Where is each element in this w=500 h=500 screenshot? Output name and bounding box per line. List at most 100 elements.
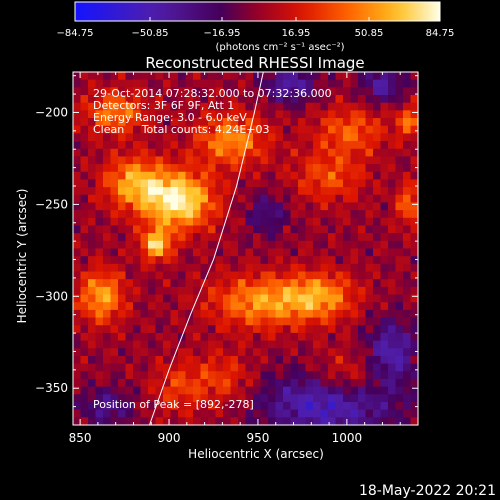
heatmap-cell	[163, 348, 172, 357]
heatmap-cell	[193, 394, 202, 403]
heatmap-cell	[118, 248, 127, 257]
heatmap-cell	[365, 171, 374, 181]
heatmap-cell	[320, 156, 329, 165]
heatmap-cell	[290, 363, 299, 372]
x-axis-label: Heliocentric X (arcsec)	[188, 447, 324, 461]
heatmap-cell	[358, 179, 367, 188]
heatmap-cell	[313, 371, 322, 380]
heatmap-cell	[328, 187, 337, 196]
heatmap-cell	[410, 394, 419, 403]
heatmap-cell	[163, 225, 172, 234]
heatmap-cell	[350, 110, 359, 119]
heatmap-cell	[148, 164, 157, 173]
heatmap-cell	[103, 194, 112, 204]
x-tick-label: 1000	[332, 431, 363, 445]
heatmap-cell	[373, 110, 382, 119]
heatmap-cell	[155, 202, 164, 211]
heatmap-cell	[358, 355, 367, 365]
heatmap-cell	[223, 202, 232, 211]
heatmap-cell	[358, 302, 367, 311]
heatmap-cell	[118, 164, 127, 173]
heatmap-cell	[163, 332, 172, 342]
heatmap-cell	[380, 332, 389, 342]
heatmap-cell	[298, 332, 307, 342]
heatmap-cell	[313, 118, 322, 127]
heatmap-cell	[118, 371, 127, 380]
heatmap-cell	[313, 248, 322, 257]
heatmap-cell	[133, 118, 142, 127]
heatmap-cell	[320, 102, 329, 111]
heatmap-cell	[125, 271, 134, 280]
heatmap-cell	[200, 194, 209, 204]
heatmap-cell	[230, 417, 239, 426]
heatmap-cell	[403, 401, 412, 411]
heatmap-cell	[230, 317, 239, 326]
heatmap-cell	[208, 317, 217, 326]
heatmap-cell	[223, 156, 232, 165]
heatmap-cell	[118, 355, 127, 365]
heatmap-cell	[80, 271, 89, 280]
heatmap-cell	[388, 217, 397, 227]
heatmap-cell	[125, 348, 134, 357]
heatmap-cell	[215, 148, 224, 158]
heatmap-cell	[298, 72, 307, 81]
heatmap-cell	[200, 148, 209, 158]
heatmap-cell	[343, 317, 352, 326]
heatmap-cell	[388, 394, 397, 403]
heatmap-cell	[103, 394, 112, 403]
heatmap-cell	[395, 164, 404, 173]
heatmap-cell	[358, 87, 367, 96]
heatmap-cell	[88, 371, 97, 380]
heatmap-cell	[133, 210, 142, 219]
heatmap-cell	[320, 233, 329, 242]
heatmap-cell	[410, 332, 419, 342]
heatmap-cell	[200, 202, 209, 211]
heatmap-cell	[223, 179, 232, 188]
heatmap-cell	[200, 233, 209, 242]
heatmap-cell	[343, 363, 352, 372]
heatmap-cell	[305, 332, 314, 342]
heatmap-cell	[223, 363, 232, 372]
heatmap-cell	[343, 248, 352, 257]
heatmap-cell	[148, 417, 157, 426]
heatmap-cell	[260, 417, 269, 426]
heatmap-cell	[125, 256, 134, 265]
heatmap-cell	[133, 133, 142, 142]
heatmap-cell	[388, 233, 397, 242]
heatmap-cell	[313, 194, 322, 204]
heatmap-cell	[185, 286, 194, 296]
heatmap-cell	[80, 325, 89, 334]
heatmap-cell	[125, 110, 134, 119]
heatmap-cell	[73, 409, 82, 418]
heatmap-cell	[373, 363, 382, 372]
heatmap-cell	[245, 210, 254, 219]
heatmap-cell	[283, 340, 292, 349]
heatmap-cell	[185, 233, 194, 242]
heatmap-cell	[403, 187, 412, 196]
heatmap-cell	[208, 110, 217, 119]
heatmap-cell	[335, 401, 344, 411]
heatmap-cell	[148, 332, 157, 342]
heatmap-cell	[163, 72, 172, 81]
heatmap-cell	[193, 217, 202, 227]
heatmap-cell	[343, 79, 352, 88]
heatmap-cell	[290, 133, 299, 142]
heatmap-cell	[215, 95, 224, 104]
heatmap-cell	[283, 401, 292, 411]
heatmap-cell	[283, 302, 292, 311]
heatmap-cell	[73, 294, 82, 303]
heatmap-cell	[140, 164, 149, 173]
heatmap-cell	[238, 325, 247, 334]
heatmap-cell	[403, 256, 412, 265]
heatmap-cell	[275, 164, 284, 173]
heatmap-cell	[103, 179, 112, 188]
heatmap-cell	[208, 156, 217, 165]
heatmap-cell	[208, 378, 217, 388]
heatmap-cell	[125, 248, 134, 257]
heatmap-cell	[185, 156, 194, 165]
heatmap-cell	[73, 256, 82, 265]
heatmap-cell	[358, 240, 367, 250]
heatmap-cell	[170, 248, 179, 257]
heatmap-cell	[388, 355, 397, 365]
heatmap-cell	[170, 125, 179, 134]
